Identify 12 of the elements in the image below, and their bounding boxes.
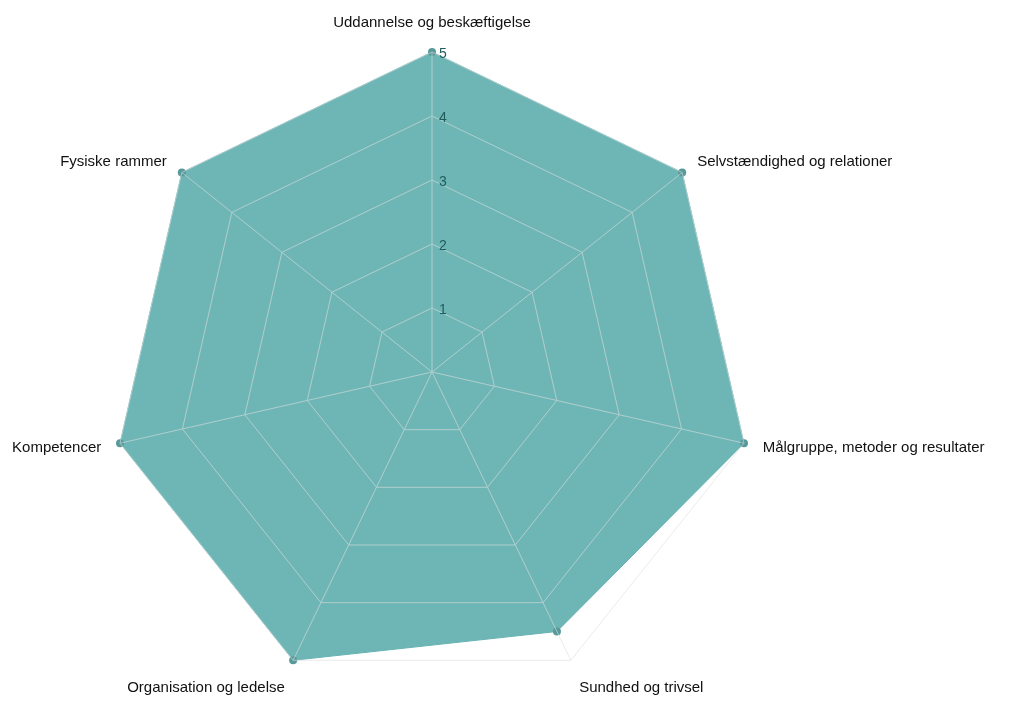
- y-tick-label: 2: [439, 237, 447, 253]
- spoke-label: Sundhed og trivsel: [579, 677, 704, 695]
- y-tick-label: 5: [439, 45, 447, 61]
- y-tick-label: 3: [439, 173, 447, 189]
- spoke-label: Selvstændighed og relationer: [697, 151, 893, 169]
- spoke-label: Kompetencer: [12, 438, 102, 456]
- spoke-label: Organisation og ledelse: [127, 677, 285, 695]
- y-tick-label: 1: [439, 301, 447, 317]
- spoke-label: Målgruppe, metoder og resultater: [762, 438, 985, 456]
- spoke-label: Uddannelse og beskæftigelse: [333, 12, 531, 30]
- y-tick-label: 4: [439, 109, 447, 125]
- spoke-label: Fysiske rammer: [60, 151, 167, 169]
